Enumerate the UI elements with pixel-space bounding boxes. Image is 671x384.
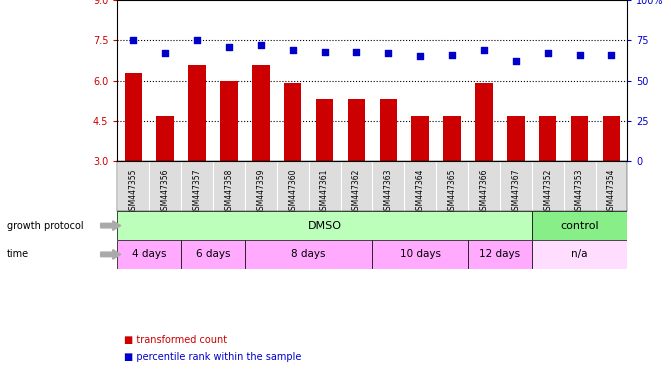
Text: GSM447358: GSM447358	[225, 169, 234, 215]
Point	[319, 48, 330, 55]
Text: n/a: n/a	[571, 249, 588, 260]
Bar	[475, 83, 493, 161]
Point	[160, 50, 170, 56]
Text: GSM447354: GSM447354	[607, 169, 616, 215]
Text: GSM447355: GSM447355	[129, 169, 138, 215]
Text: GSM447359: GSM447359	[256, 169, 265, 215]
Bar	[348, 99, 365, 161]
Bar	[603, 116, 620, 161]
Text: 12 days: 12 days	[479, 249, 521, 260]
Bar	[220, 81, 238, 161]
Text: control: control	[560, 220, 599, 231]
Text: GSM447365: GSM447365	[448, 169, 456, 215]
Text: GSM447367: GSM447367	[511, 169, 520, 215]
Text: ■ percentile rank within the sample: ■ percentile rank within the sample	[124, 352, 301, 362]
Bar	[284, 83, 301, 161]
Bar	[531, 240, 627, 269]
Text: GSM447353: GSM447353	[575, 169, 584, 215]
Bar	[380, 99, 397, 161]
Bar	[252, 65, 270, 161]
Text: time: time	[7, 249, 29, 260]
Text: GSM447352: GSM447352	[544, 169, 552, 215]
Point	[542, 50, 553, 56]
Text: ■ transformed count: ■ transformed count	[124, 335, 227, 345]
Text: growth protocol: growth protocol	[7, 220, 83, 231]
Bar	[189, 65, 206, 161]
Text: GSM447356: GSM447356	[161, 169, 170, 215]
Text: GSM447366: GSM447366	[480, 169, 488, 215]
Point	[351, 48, 362, 55]
Text: 4 days: 4 days	[132, 249, 166, 260]
Text: GSM447360: GSM447360	[289, 169, 297, 215]
Text: 6 days: 6 days	[196, 249, 230, 260]
Bar	[531, 211, 643, 240]
Point	[128, 37, 139, 43]
Bar	[539, 116, 556, 161]
Point	[192, 37, 203, 43]
Point	[383, 50, 394, 56]
Point	[511, 58, 521, 65]
Bar	[117, 240, 181, 269]
Text: GSM447364: GSM447364	[416, 169, 425, 215]
Text: GSM447361: GSM447361	[320, 169, 329, 215]
Bar	[181, 240, 245, 269]
Point	[223, 44, 234, 50]
Point	[447, 52, 458, 58]
Point	[256, 42, 266, 48]
Text: 10 days: 10 days	[400, 249, 441, 260]
Bar	[507, 116, 525, 161]
Bar	[117, 211, 531, 240]
Point	[574, 52, 585, 58]
Text: GSM447363: GSM447363	[384, 169, 393, 215]
Point	[287, 47, 298, 53]
Bar	[245, 240, 372, 269]
Bar	[125, 73, 142, 161]
Bar	[411, 116, 429, 161]
Bar	[316, 99, 333, 161]
Bar	[156, 116, 174, 161]
Point	[478, 47, 489, 53]
Bar	[468, 240, 531, 269]
Text: GSM447362: GSM447362	[352, 169, 361, 215]
Point	[415, 53, 425, 60]
Point	[606, 52, 617, 58]
Bar	[571, 116, 588, 161]
Text: GSM447357: GSM447357	[193, 169, 201, 215]
Bar	[444, 116, 461, 161]
Text: 8 days: 8 days	[291, 249, 326, 260]
Text: DMSO: DMSO	[307, 220, 342, 231]
Bar	[372, 240, 468, 269]
